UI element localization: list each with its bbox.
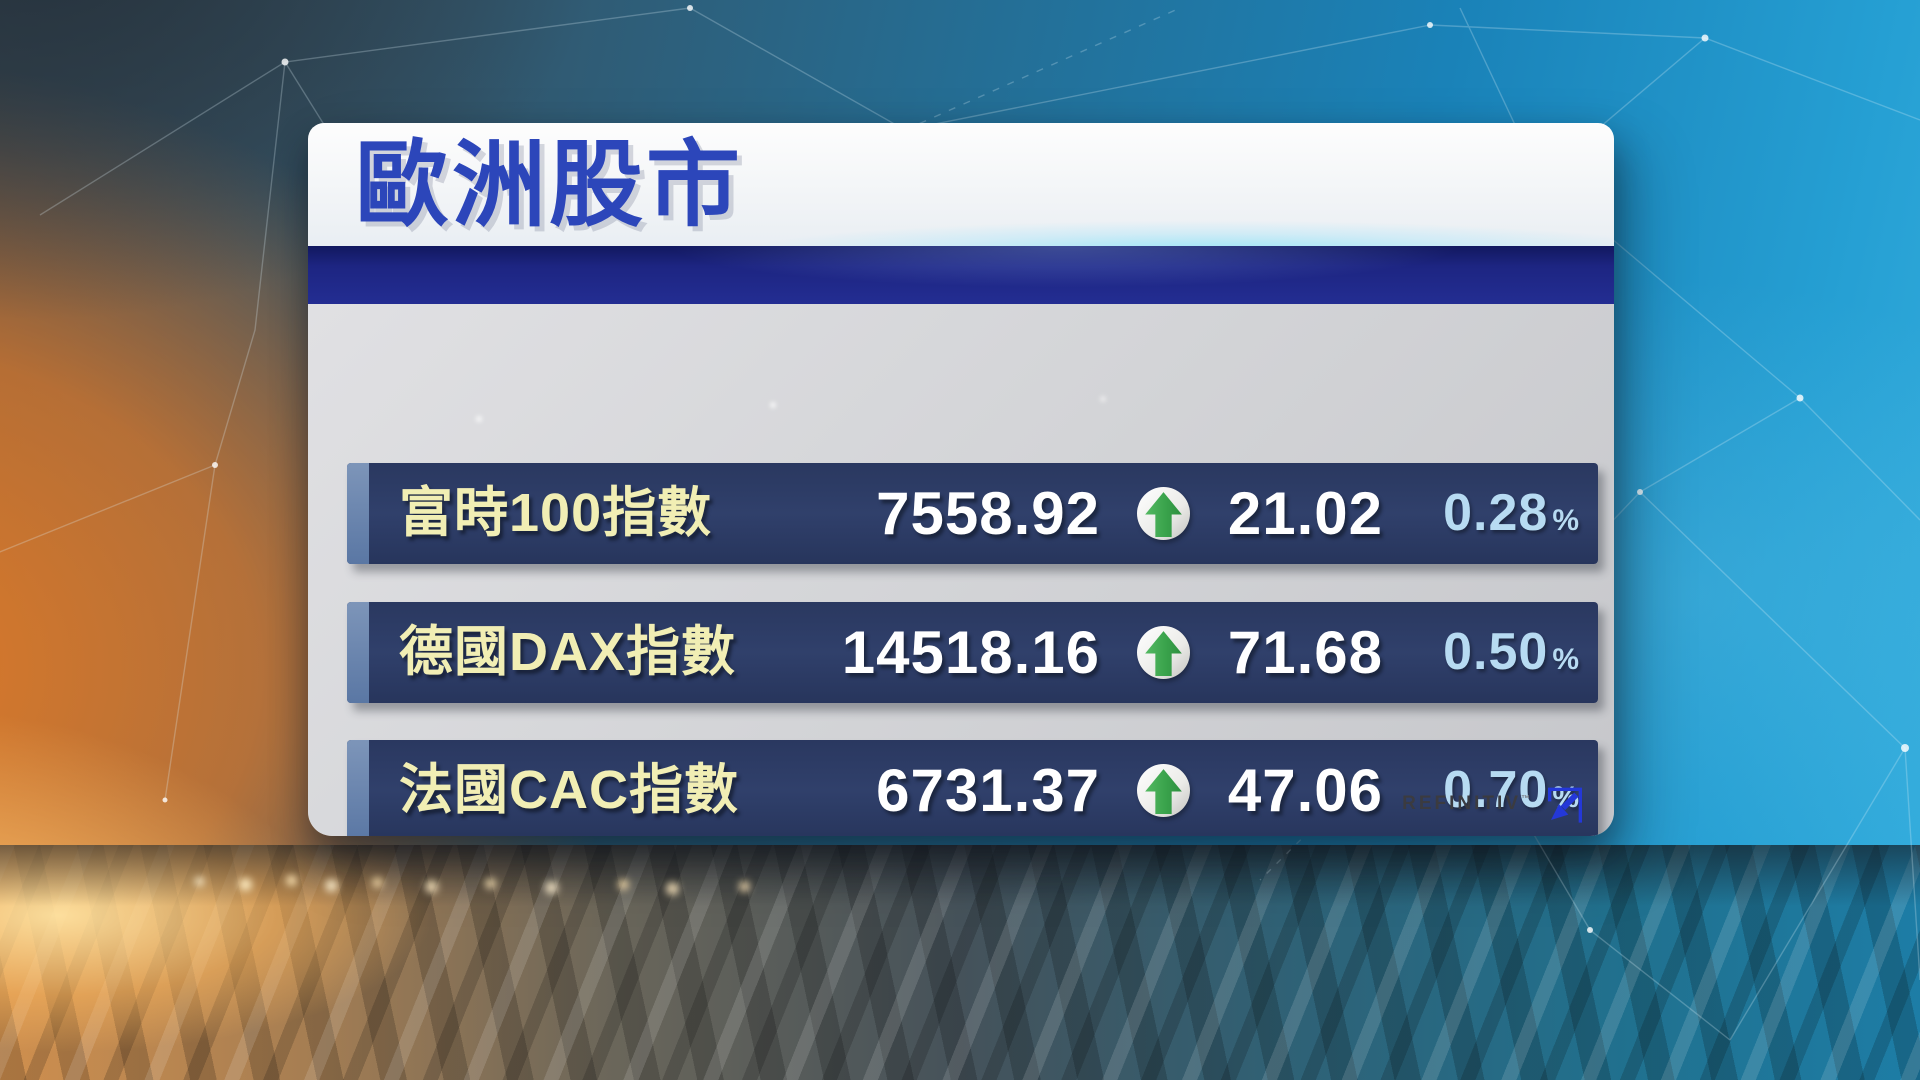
percent-sign: % (1552, 643, 1580, 676)
sparkle (770, 402, 776, 408)
up-arrow-icon (1137, 764, 1190, 817)
up-arrow-icon (1137, 487, 1190, 540)
blurred-lights (195, 877, 204, 886)
panel-body: 富時100指數 7558.92 21.02 (308, 304, 1614, 836)
header-divider-band (308, 246, 1614, 304)
background-wave-band (0, 845, 1920, 1080)
index-value: 14518.16 (841, 619, 1100, 686)
index-name: 法國CAC指數 (399, 760, 739, 820)
index-change-pct: 0.70% (1443, 740, 1580, 836)
trademark: ™ (1521, 793, 1530, 804)
row-accent-bar (347, 740, 369, 836)
index-value: 7558.92 (876, 480, 1100, 547)
data-source-brand: REFINITIV™ (1402, 784, 1584, 824)
up-arrow-icon (1137, 626, 1190, 679)
pct-number: 0.70 (1443, 761, 1549, 819)
index-change: 71.68 (1227, 619, 1383, 686)
row-accent-bar (347, 602, 369, 703)
title-band: 歐洲股市 (308, 123, 1614, 252)
index-change-pct: 0.50% (1443, 602, 1580, 703)
index-row-cac: 法國CAC指數 6731.37 47.06 0.70% (347, 740, 1598, 836)
pct-number: 0.28 (1443, 484, 1549, 542)
index-name: 德國DAX指數 (399, 622, 737, 682)
index-value: 6731.37 (876, 757, 1100, 824)
index-change-pct: 0.28% (1443, 463, 1580, 564)
percent-sign: % (1552, 504, 1580, 537)
index-change: 21.02 (1227, 480, 1383, 547)
pct-number: 0.50 (1443, 623, 1549, 681)
index-row-ftse100: 富時100指數 7558.92 21.02 (347, 463, 1598, 564)
page-title: 歐洲股市 (355, 132, 744, 237)
index-change: 47.06 (1227, 757, 1383, 824)
market-data-panel: 歐洲股市 富時100指數 7558.92 (308, 123, 1614, 836)
index-name: 富時100指數 (399, 483, 713, 543)
brand-name: REFINITIV™ (1402, 793, 1530, 814)
sparkle (1100, 396, 1106, 402)
refinitiv-logo-icon (1548, 787, 1582, 823)
sparkle (476, 416, 482, 422)
index-row-dax: 德國DAX指數 14518.16 71.68 0.50% (347, 602, 1598, 703)
row-accent-bar (347, 463, 369, 564)
